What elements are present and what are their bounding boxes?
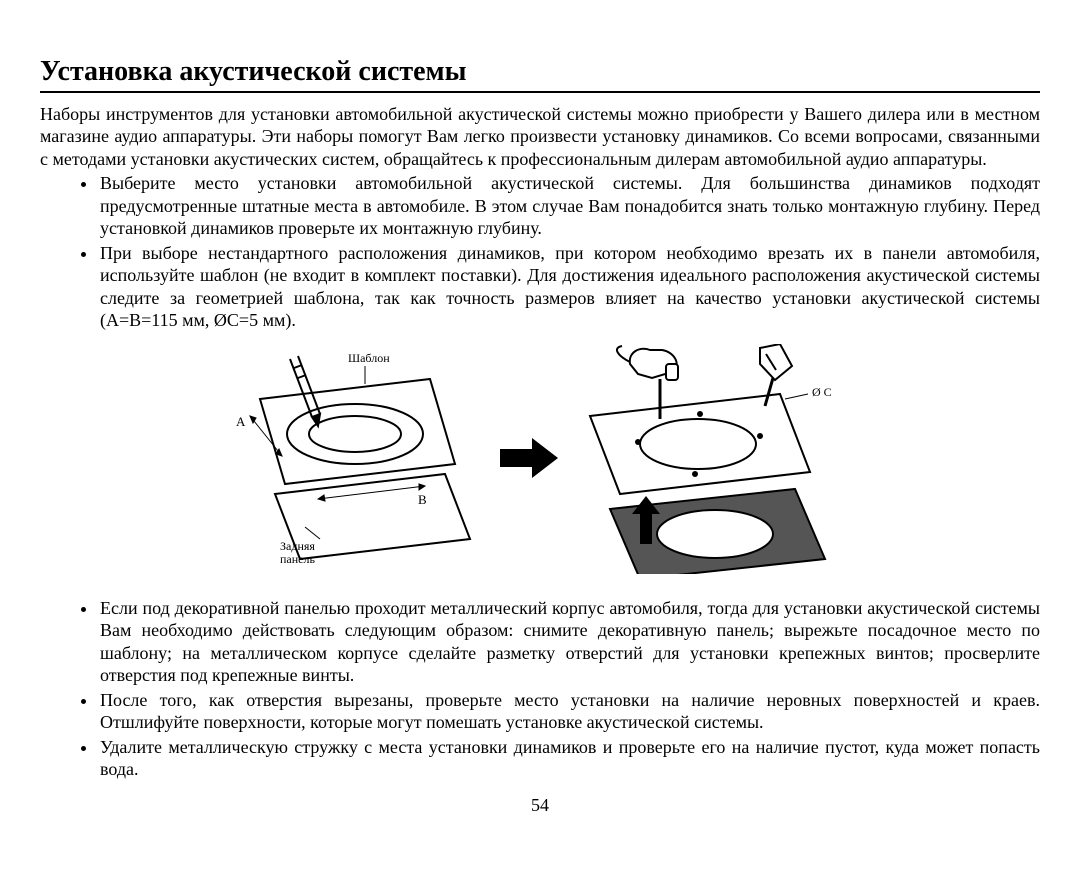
- page-number: 54: [40, 795, 1040, 816]
- installation-diagram: A B Шаблон Задняя панель: [40, 344, 1040, 579]
- title-underline: [40, 91, 1040, 93]
- list-item: При выборе нестандартного расположения д…: [98, 242, 1040, 332]
- arrow-icon: [500, 438, 558, 478]
- dim-label-c: Ø C: [812, 385, 832, 399]
- dim-label-a: A: [236, 414, 246, 429]
- list-item: Удалите металлическую стружку с места ус…: [98, 736, 1040, 781]
- bullet-list-top: Выберите место установки автомобильной а…: [40, 172, 1040, 332]
- bullet-list-bottom: Если под декоративной панелью проходит м…: [40, 597, 1040, 781]
- intro-paragraph: Наборы инструментов для установки автомо…: [40, 103, 1040, 171]
- list-item: Если под декоративной панелью проходит м…: [98, 597, 1040, 687]
- label-back-panel-1: Задняя: [280, 539, 315, 553]
- list-item: После того, как отверстия вырезаны, пров…: [98, 689, 1040, 734]
- list-item: Выберите место установки автомобильной а…: [98, 172, 1040, 240]
- page-title: Установка акустической системы: [40, 55, 1040, 89]
- label-back-panel-2: панель: [280, 552, 315, 566]
- dim-label-b: B: [418, 492, 427, 507]
- label-template: Шаблон: [348, 351, 390, 365]
